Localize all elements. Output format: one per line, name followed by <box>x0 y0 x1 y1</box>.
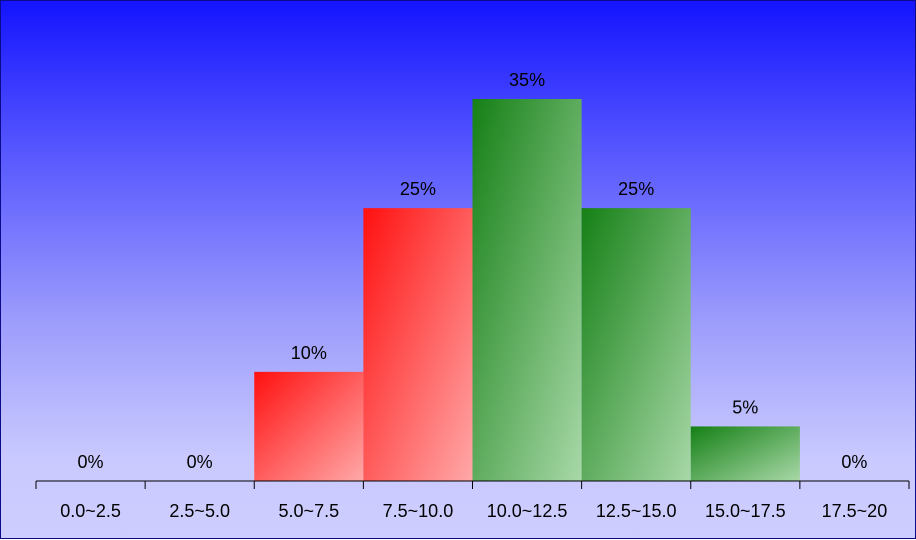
value-label: 10% <box>291 343 327 363</box>
x-tick-label: 0.0~2.5 <box>60 501 121 521</box>
x-tick-label: 5.0~7.5 <box>279 501 340 521</box>
value-label: 25% <box>618 179 654 199</box>
x-tick-label: 10.0~12.5 <box>487 501 568 521</box>
x-axis: 0.0~2.5 2.5~5.0 5.0~7.5 7.5~10.0 10.0~12.5 12… <box>35 480 910 521</box>
x-tick-label: 12.5~15.0 <box>596 501 677 521</box>
value-label: 5% <box>732 397 758 417</box>
x-tick-label: 15.0~17.5 <box>705 501 786 521</box>
value-label: 0% <box>187 452 213 472</box>
bar-10.0~12.5 <box>472 99 582 481</box>
value-label: 0% <box>841 452 867 472</box>
x-tick-label: 7.5~10.0 <box>383 501 454 521</box>
x-tick-label: 17.5~20 <box>822 501 888 521</box>
x-tick-label: 2.5~5.0 <box>169 501 230 521</box>
bars-layer <box>254 99 800 481</box>
value-label: 35% <box>509 70 545 90</box>
bar-15.0~17.5 <box>690 426 800 481</box>
value-labels-layer: 0% 0% 10% 25% 35% 25% 5% 0% <box>78 70 868 472</box>
value-label: 0% <box>78 452 104 472</box>
bar-12.5~15.0 <box>581 208 691 481</box>
value-label: 25% <box>400 179 436 199</box>
bar-7.5~10.0 <box>363 208 473 481</box>
bar-5.0~7.5 <box>254 371 364 481</box>
